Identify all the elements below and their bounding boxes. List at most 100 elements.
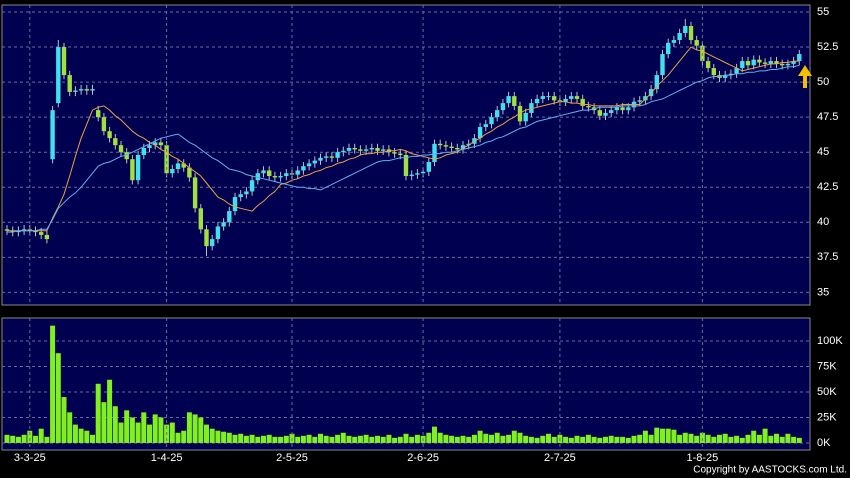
candle-body xyxy=(654,75,659,90)
candle-body xyxy=(614,107,620,111)
candle-body xyxy=(210,239,215,247)
y-tick-label: 50K xyxy=(817,386,837,398)
volume-bar xyxy=(21,434,27,443)
x-tick-label: 2-6-25 xyxy=(407,452,439,464)
arrow-marker xyxy=(798,65,812,88)
volume-bar xyxy=(511,430,517,443)
volume-bar xyxy=(774,433,779,443)
volume-bar xyxy=(192,414,198,443)
candle-body xyxy=(221,222,226,227)
candle-body xyxy=(495,110,500,118)
y-tick-label: 25K xyxy=(817,411,837,423)
candle-body xyxy=(164,145,169,174)
volume-bar xyxy=(648,434,654,443)
volume-bar xyxy=(728,436,734,443)
candle-body xyxy=(723,75,728,78)
candle-body xyxy=(363,149,369,151)
candle-body xyxy=(762,62,768,64)
volume-bar xyxy=(477,430,483,443)
volume-bar xyxy=(78,428,84,443)
candle-body xyxy=(586,105,591,108)
x-tick-label: 2-5-25 xyxy=(276,452,308,464)
candle-body xyxy=(375,147,380,151)
candle-body xyxy=(517,105,523,122)
candle-body xyxy=(523,112,528,122)
candle-body xyxy=(688,26,694,41)
volume-bar xyxy=(38,428,44,443)
volume-bar xyxy=(403,433,409,443)
volume-bar xyxy=(563,436,569,443)
volume-bar xyxy=(745,434,751,443)
volume-bar xyxy=(209,428,215,443)
candle-body xyxy=(580,98,585,106)
volume-bar xyxy=(608,435,614,443)
volume-bar xyxy=(665,428,671,443)
volume-bar xyxy=(699,432,705,443)
volume-bar xyxy=(107,379,113,443)
candle-body xyxy=(780,63,785,66)
volume-bar xyxy=(711,436,717,443)
candle-body xyxy=(637,100,642,102)
candle-body xyxy=(785,63,791,66)
candle-body xyxy=(153,142,158,146)
volume-bar xyxy=(181,430,187,443)
volume-bar xyxy=(460,435,466,443)
candle-body xyxy=(683,26,688,34)
candle-body xyxy=(295,170,300,175)
moving-average-line xyxy=(7,64,800,233)
candle-body xyxy=(192,177,198,209)
volume-bar xyxy=(357,435,363,443)
candle-body xyxy=(734,68,739,74)
volume-bar xyxy=(603,436,608,443)
volume-bar xyxy=(654,427,660,443)
candle-body xyxy=(306,163,312,167)
volume-bar xyxy=(226,432,232,443)
candle-body xyxy=(398,153,403,155)
candle-body xyxy=(506,96,511,104)
y-tick-label: 0K xyxy=(817,437,831,449)
y-tick-label: 55 xyxy=(817,6,829,18)
candle-body xyxy=(352,147,357,150)
volume-bar xyxy=(580,436,586,443)
candle-body xyxy=(757,59,762,63)
candle-body xyxy=(261,170,266,174)
volume-bar xyxy=(152,414,158,443)
candle-body xyxy=(500,103,506,111)
candle-body xyxy=(335,152,340,158)
candle-body xyxy=(443,145,449,147)
candle-body xyxy=(329,156,335,158)
volume-bar xyxy=(363,434,369,443)
volume-bar xyxy=(141,412,147,443)
volume-bar xyxy=(625,437,631,443)
candle-body xyxy=(660,54,665,76)
candle-body xyxy=(4,229,10,231)
volume-bar xyxy=(717,434,722,443)
volume-bar xyxy=(454,436,460,443)
volume-bar xyxy=(546,433,551,443)
volume-bar xyxy=(95,383,101,443)
candle-body xyxy=(215,226,221,240)
candle-body xyxy=(751,59,756,66)
candle-body xyxy=(101,117,107,132)
volume-bar xyxy=(688,433,694,443)
volume-bar xyxy=(204,424,209,443)
candle-body xyxy=(187,167,192,178)
candle-body xyxy=(124,152,129,160)
volume-bar xyxy=(768,435,774,443)
volume-bar xyxy=(506,434,512,443)
y-tick-label: 100K xyxy=(817,335,843,347)
candle-body xyxy=(563,98,568,102)
volume-bar xyxy=(528,436,534,443)
candle-body xyxy=(284,173,289,177)
volume-bar xyxy=(238,433,244,443)
volume-bar xyxy=(551,436,557,443)
moving-average-line xyxy=(7,46,800,232)
candle-body xyxy=(227,211,232,223)
volume-bar xyxy=(614,436,620,443)
volume-bar xyxy=(642,430,648,443)
volume-bar xyxy=(335,434,341,443)
candle-body xyxy=(232,197,238,212)
candle-body xyxy=(96,110,101,118)
volume-bar xyxy=(352,436,358,443)
volume-bar xyxy=(500,435,506,443)
